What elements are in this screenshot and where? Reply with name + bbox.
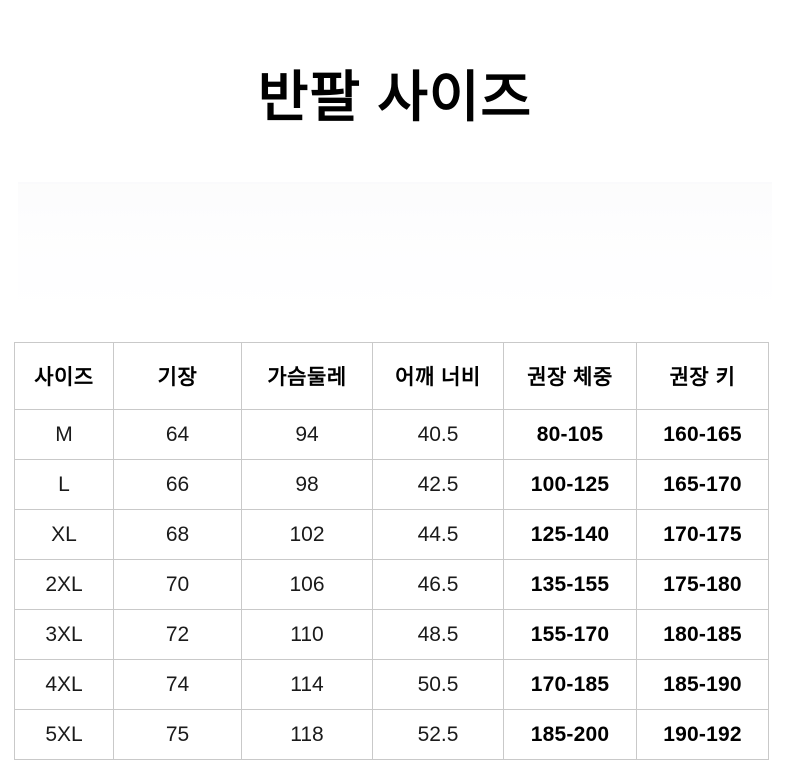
table-row: L 66 98 42.5 100-125 165-170	[14, 459, 769, 510]
cell-weight: 125-140	[503, 509, 637, 560]
table-header-row: 사이즈 기장 가슴둘레 어깨 너비 권장 체중 권장 키	[14, 342, 769, 410]
cell-height: 170-175	[636, 509, 769, 560]
cell-size: 5XL	[14, 709, 114, 760]
cell-length: 70	[113, 559, 242, 610]
cell-weight: 100-125	[503, 459, 637, 510]
cell-size: L	[14, 459, 114, 510]
backdrop-band	[18, 182, 772, 312]
column-header-shoulder: 어깨 너비	[372, 342, 504, 410]
cell-weight: 155-170	[503, 609, 637, 660]
cell-weight: 80-105	[503, 409, 637, 460]
cell-length: 74	[113, 659, 242, 710]
cell-shoulder: 50.5	[372, 659, 504, 710]
cell-chest: 114	[241, 659, 373, 710]
table-row: 4XL 74 114 50.5 170-185 185-190	[14, 659, 769, 710]
table-row: M 64 94 40.5 80-105 160-165	[14, 409, 769, 460]
cell-shoulder: 40.5	[372, 409, 504, 460]
cell-shoulder: 48.5	[372, 609, 504, 660]
backdrop-edge	[18, 182, 772, 184]
cell-shoulder: 42.5	[372, 459, 504, 510]
cell-size: 3XL	[14, 609, 114, 660]
column-header-chest: 가슴둘레	[241, 342, 373, 410]
cell-height: 185-190	[636, 659, 769, 710]
cell-length: 75	[113, 709, 242, 760]
cell-weight: 135-155	[503, 559, 637, 610]
cell-length: 64	[113, 409, 242, 460]
page-title: 반팔 사이즈	[257, 66, 533, 128]
cell-length: 72	[113, 609, 242, 660]
table-row: 5XL 75 118 52.5 185-200 190-192	[14, 709, 769, 760]
cell-height: 175-180	[636, 559, 769, 610]
cell-height: 190-192	[636, 709, 769, 760]
cell-chest: 102	[241, 509, 373, 560]
column-header-weight: 권장 체중	[503, 342, 637, 410]
column-header-size: 사이즈	[14, 342, 114, 410]
cell-size: 4XL	[14, 659, 114, 710]
cell-height: 180-185	[636, 609, 769, 660]
cell-chest: 110	[241, 609, 373, 660]
cell-weight: 185-200	[503, 709, 637, 760]
cell-shoulder: 52.5	[372, 709, 504, 760]
cell-shoulder: 46.5	[372, 559, 504, 610]
cell-length: 68	[113, 509, 242, 560]
cell-size: M	[14, 409, 114, 460]
size-table-body: M 64 94 40.5 80-105 160-165 L 66 98 42.5…	[14, 409, 769, 760]
table-row: XL 68 102 44.5 125-140 170-175	[14, 509, 769, 560]
column-header-length: 기장	[113, 342, 242, 410]
cell-chest: 98	[241, 459, 373, 510]
cell-size: 2XL	[14, 559, 114, 610]
column-header-height: 권장 키	[636, 342, 769, 410]
cell-length: 66	[113, 459, 242, 510]
cell-shoulder: 44.5	[372, 509, 504, 560]
size-table-header: 사이즈 기장 가슴둘레 어깨 너비 권장 체중 권장 키	[14, 342, 769, 410]
cell-height: 165-170	[636, 459, 769, 510]
cell-chest: 118	[241, 709, 373, 760]
cell-height: 160-165	[636, 409, 769, 460]
table-row: 3XL 72 110 48.5 155-170 180-185	[14, 609, 769, 660]
cell-size: XL	[14, 509, 114, 560]
cell-chest: 94	[241, 409, 373, 460]
cell-chest: 106	[241, 559, 373, 610]
table-row: 2XL 70 106 46.5 135-155 175-180	[14, 559, 769, 610]
size-table: 사이즈 기장 가슴둘레 어깨 너비 권장 체중 권장 키 M 64 94 40.…	[14, 342, 769, 760]
size-table-container: 사이즈 기장 가슴둘레 어깨 너비 권장 체중 권장 키 M 64 94 40.…	[14, 342, 769, 760]
cell-weight: 170-185	[503, 659, 637, 710]
